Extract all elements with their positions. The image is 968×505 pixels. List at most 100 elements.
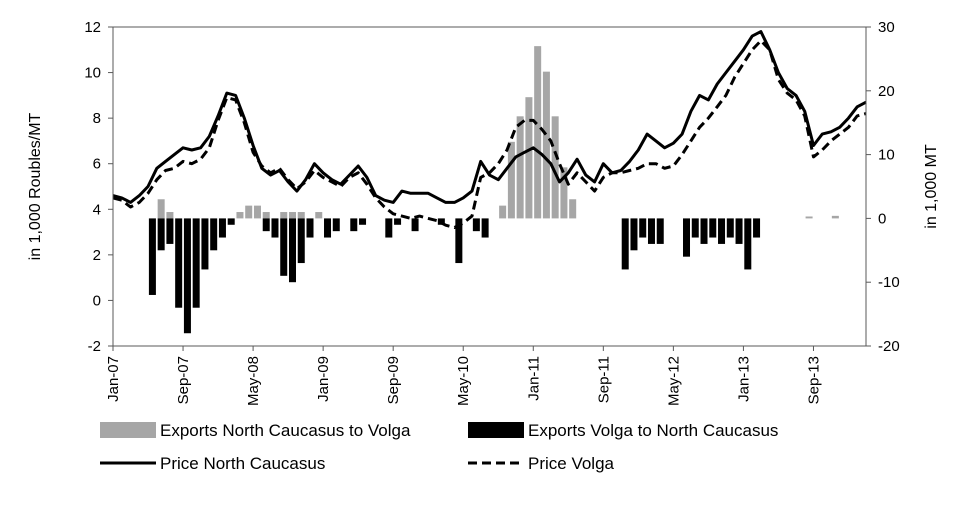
x-tick-label: Sep-13: [805, 356, 822, 404]
bar-0-9: [315, 212, 323, 219]
bar-1-34: [700, 218, 708, 244]
bar-0-20: [831, 215, 839, 219]
left-tick-label: 4: [93, 201, 101, 218]
bar-1-29: [639, 218, 647, 238]
right-tick-label: 0: [878, 210, 886, 227]
bar-1-36: [718, 218, 726, 244]
left-axis-title: in 1,000 Roubles/MT: [27, 112, 44, 260]
bar-1-37: [726, 218, 734, 238]
bar-1-14: [297, 218, 305, 264]
x-tick-label: Sep-11: [595, 356, 612, 403]
x-axis: Jan-07 Sep-07 May-08 Jan-09 Sep-09 May-10 Jan-…: [105, 346, 822, 406]
left-tick-label: 8: [93, 110, 101, 127]
line-price-north-caucasus: [112, 30, 867, 204]
right-tick-label: -10: [878, 274, 900, 291]
bar-1-2: [166, 218, 174, 244]
x-tick-label: Jan-07: [105, 356, 122, 402]
legend-label-exports-volga-to-nc: Exports Volga to North Caucasus: [528, 421, 778, 440]
bar-1-9: [227, 218, 235, 225]
legend-swatch-exports-nc-to-volga: [100, 422, 156, 438]
left-tick-label: 0: [93, 292, 101, 309]
bar-0-13: [525, 97, 533, 219]
right-tick-label: 30: [878, 19, 895, 36]
bar-1-28: [630, 218, 638, 251]
bar-1-6: [201, 218, 209, 270]
bar-0-8: [297, 212, 305, 219]
plot-frame: [112, 26, 867, 347]
bar-1-19: [359, 218, 367, 225]
bar-0-19: [805, 216, 813, 219]
left-tick-label: -2: [88, 338, 101, 355]
bar-0-6: [280, 212, 288, 219]
x-tick-label: May-10: [455, 356, 472, 406]
legend: Exports North Caucasus to Volga Exports …: [100, 421, 778, 473]
bar-0-4: [253, 205, 261, 219]
bar-0-16: [551, 116, 559, 219]
right-axis-title: in 1,000 MT: [923, 144, 940, 229]
bar-1-18: [350, 218, 358, 232]
x-tick-label: Jan-09: [315, 356, 332, 402]
x-tick-label: Sep-09: [385, 356, 402, 404]
bar-0-10: [499, 205, 507, 219]
right-tick-label: 10: [878, 147, 895, 164]
legend-label-price-volga: Price Volga: [528, 454, 615, 473]
bar-1-20: [385, 218, 393, 238]
line-price-volga: [112, 39, 867, 229]
bar-1-27: [621, 218, 629, 270]
bar-1-7: [210, 218, 218, 251]
bar-1-17: [332, 218, 340, 232]
legend-label-price-nc: Price North Caucasus: [160, 454, 325, 473]
bar-0-17: [560, 167, 568, 219]
bar-1-39: [744, 218, 752, 270]
bar-1-32: [683, 218, 691, 257]
legend-swatch-exports-volga-to-nc: [468, 422, 524, 438]
bar-0-11: [507, 141, 515, 219]
x-tick-label: May-12: [665, 356, 682, 406]
bar-0-5: [262, 212, 270, 219]
bar-0-3: [245, 205, 253, 219]
left-tick-label: 12: [84, 19, 101, 36]
bar-1-5: [192, 218, 200, 308]
bar-1-3: [175, 218, 183, 308]
bar-1-35: [709, 218, 717, 238]
legend-label-exports-nc-to-volga: Exports North Caucasus to Volga: [160, 421, 411, 440]
x-tick-label: Sep-07: [175, 356, 192, 404]
bar-1-22: [411, 218, 419, 232]
bar-1-26: [481, 218, 489, 238]
bar-1-4: [183, 218, 191, 334]
bar-1-16: [324, 218, 332, 238]
bar-0-18: [569, 199, 577, 219]
bar-1-24: [455, 218, 463, 264]
bar-1-38: [735, 218, 743, 244]
right-axis: -20 -10 0 10 20 30: [866, 19, 900, 355]
bar-1-23: [437, 218, 445, 225]
bar-1-1: [157, 218, 165, 251]
right-tick-label: 20: [878, 83, 895, 100]
bar-0-0: [157, 199, 165, 219]
left-axis: -2 0 2 4 6 8 10 12: [84, 19, 113, 355]
bar-1-13: [288, 218, 296, 283]
bar-1-8: [218, 218, 226, 238]
bar-0-7: [288, 212, 296, 219]
left-tick-label: 2: [93, 247, 101, 264]
bar-1-30: [647, 218, 655, 244]
bar-0-15: [542, 71, 550, 219]
left-tick-label: 10: [84, 65, 101, 82]
bar-0-1: [166, 212, 174, 219]
bar-1-31: [656, 218, 664, 244]
bar-0-12: [516, 116, 524, 219]
x-tick-label: Jan-13: [735, 356, 752, 402]
right-tick-label: -20: [878, 338, 900, 355]
bar-1-33: [691, 218, 699, 238]
x-tick-label: May-08: [245, 356, 262, 406]
x-tick-label: Jan-11: [525, 356, 542, 401]
bar-1-10: [262, 218, 270, 232]
left-tick-label: 6: [93, 156, 101, 173]
bar-1-25: [472, 218, 480, 232]
bar-0-14: [534, 46, 542, 219]
bar-1-0: [148, 218, 156, 295]
bar-1-12: [280, 218, 288, 276]
bar-0-2: [236, 212, 244, 219]
bars-layer: [148, 46, 839, 334]
